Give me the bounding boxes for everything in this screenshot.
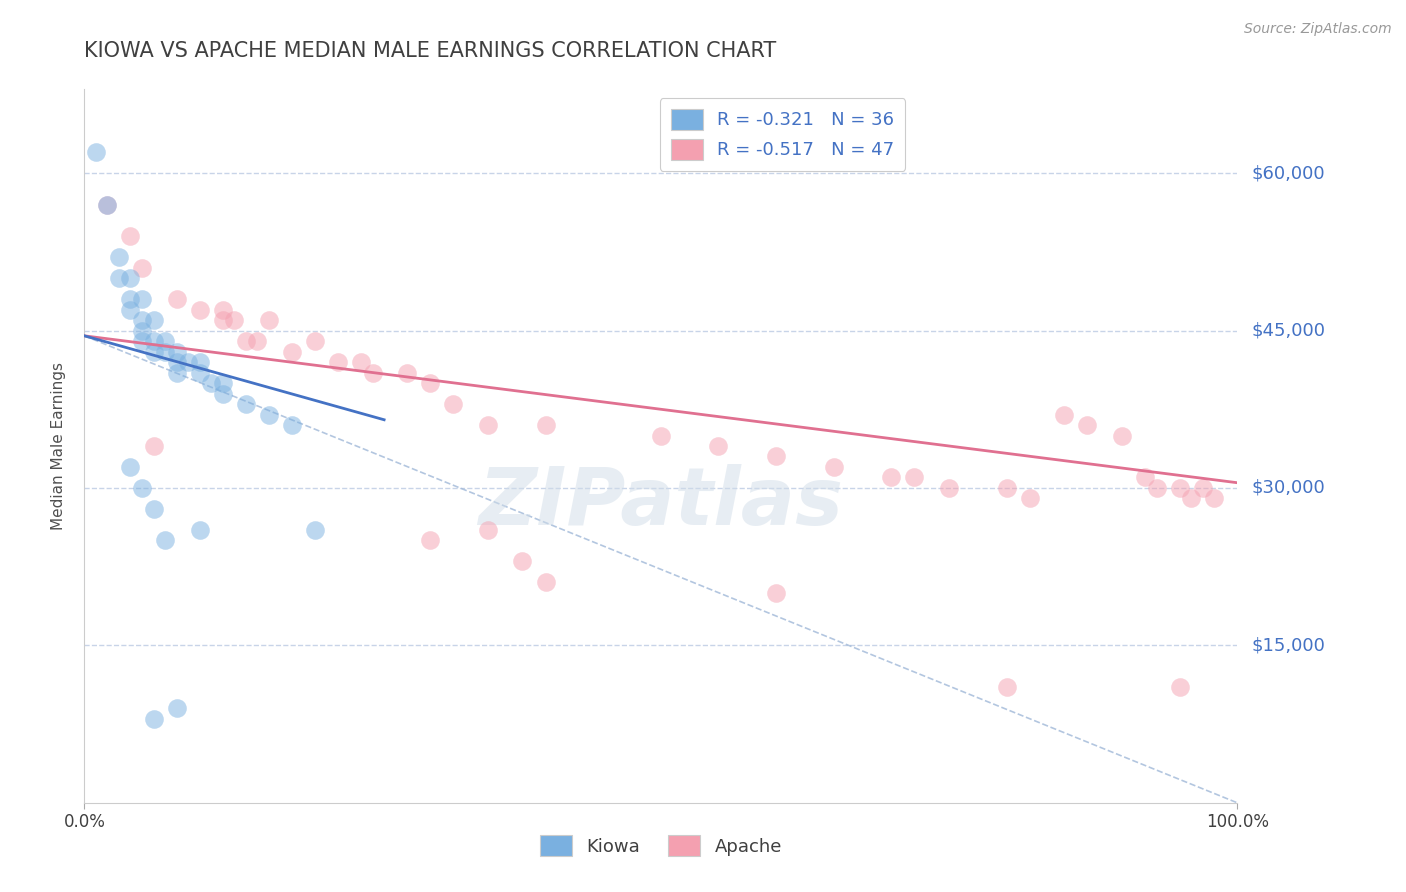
Point [108,250,131,264]
Point [1053,408,1076,422]
Point [188,302,211,317]
Text: $30,000: $30,000 [1251,479,1324,497]
Point [131,292,153,306]
Point [1191,481,1213,495]
Point [350,355,373,369]
Point [880,470,903,484]
Point [823,460,845,475]
Point [765,586,787,600]
Point [153,344,176,359]
Point [1133,470,1156,484]
Point [1018,491,1040,506]
Point [304,334,326,348]
Point [257,313,280,327]
Point [995,481,1018,495]
Point [650,428,672,442]
Point [211,302,233,317]
Text: ZIPatlas: ZIPatlas [478,464,844,542]
Point [142,313,165,327]
Point [142,334,165,348]
Point [765,450,787,464]
Point [1076,417,1098,432]
Point [200,376,222,390]
Point [707,439,730,453]
Point [304,523,326,537]
Point [419,533,441,548]
Point [235,397,257,411]
Point [211,376,233,390]
Point [166,344,188,359]
Point [441,397,464,411]
Point [188,366,211,380]
Point [131,313,153,327]
Point [534,417,557,432]
Point [166,292,188,306]
Point [188,355,211,369]
Text: $15,000: $15,000 [1251,636,1324,655]
Point [281,344,304,359]
Point [281,417,304,432]
Point [166,701,188,715]
Point [131,324,153,338]
Point [142,344,165,359]
Text: $45,000: $45,000 [1251,321,1326,340]
Text: $60,000: $60,000 [1251,164,1324,182]
Point [166,366,188,380]
Point [1180,491,1202,506]
Point [246,334,269,348]
Point [396,366,419,380]
Point [131,260,153,275]
Point [108,271,131,285]
Point [903,470,925,484]
Point [477,523,499,537]
Point [1168,681,1191,695]
Point [142,502,165,516]
Point [211,313,233,327]
Point [512,554,534,568]
Point [120,302,142,317]
Point [477,417,499,432]
Point [153,533,176,548]
Point [534,575,557,590]
Point [1168,481,1191,495]
Text: KIOWA VS APACHE MEDIAN MALE EARNINGS CORRELATION CHART: KIOWA VS APACHE MEDIAN MALE EARNINGS COR… [84,41,776,61]
Point [120,271,142,285]
Point [120,292,142,306]
Point [1204,491,1226,506]
Text: Source: ZipAtlas.com: Source: ZipAtlas.com [1244,22,1392,37]
Point [120,229,142,244]
Point [1146,481,1168,495]
Point [938,481,960,495]
Point [1111,428,1133,442]
Point [257,408,280,422]
Point [142,712,165,726]
Point [224,313,246,327]
Point [995,681,1018,695]
Point [235,334,257,348]
Point [96,197,118,211]
Point [166,355,188,369]
Point [142,439,165,453]
Point [177,355,200,369]
Point [84,145,107,160]
Point [131,481,153,495]
Point [211,386,233,401]
Point [361,366,384,380]
Legend: Kiowa, Apache: Kiowa, Apache [530,826,792,865]
Point [188,523,211,537]
Point [153,334,176,348]
Point [326,355,349,369]
Y-axis label: Median Male Earnings: Median Male Earnings [51,362,66,530]
Point [120,460,142,475]
Point [96,197,118,211]
Point [419,376,441,390]
Point [131,334,153,348]
